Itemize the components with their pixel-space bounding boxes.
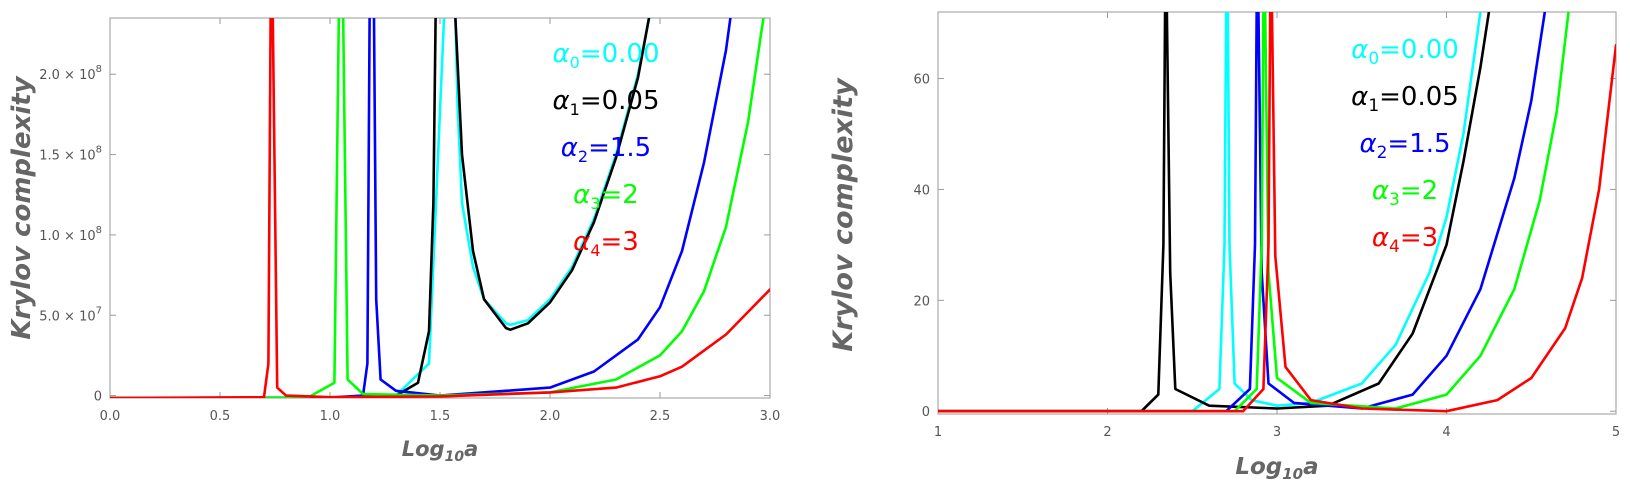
left-axis-ticks: 0.0 0.5 1.0 1.5 2.0 2.5 3.0 0 5.0 × 107 1.0 × 108… bbox=[39, 18, 780, 424]
right-x-tick-label: 2 bbox=[1103, 425, 1111, 440]
right-y-tick-label: 0 bbox=[922, 405, 930, 420]
left-series-0-line bbox=[110, 18, 651, 398]
left-legend: α0=0.00 α1=0.05 α2=1.5 α3=2 α4=3 bbox=[552, 39, 659, 260]
left-plot-frame bbox=[109, 17, 771, 399]
left-y-tick-label: 1.5 × 108 bbox=[39, 145, 102, 164]
left-x-tick-label: 0.5 bbox=[210, 409, 231, 424]
right-legend-item-1: α1=0.05 bbox=[1351, 82, 1459, 116]
right-x-tick-label: 4 bbox=[1442, 425, 1450, 440]
right-x-tick-label: 5 bbox=[1612, 425, 1620, 440]
left-legend-item-3: α3=2 bbox=[573, 180, 639, 213]
left-series-1-line bbox=[110, 18, 651, 398]
left-y-tick-label: 5.0 × 107 bbox=[39, 305, 102, 324]
left-x-tick-label: 0.0 bbox=[100, 409, 121, 424]
right-y-axis-label: Krylov complexity bbox=[828, 77, 859, 352]
right-series-1-line bbox=[938, 12, 1491, 413]
left-x-tick-label: 2.5 bbox=[650, 409, 671, 424]
left-y-tick-label: 0 bbox=[94, 390, 102, 405]
left-x-tick-label: 1.5 bbox=[430, 409, 451, 424]
right-y-tick-label: 40 bbox=[913, 183, 930, 198]
left-chart: 0.0 0.5 1.0 1.5 2.0 2.5 3.0 0 5.0 × 107 1.0 × 108… bbox=[7, 17, 780, 465]
left-y-tick-label: 1.0 × 108 bbox=[39, 225, 102, 244]
right-y-tick-label: 20 bbox=[913, 294, 930, 309]
right-axis-ticks: 1 2 3 4 5 0 20 40 60 bbox=[913, 12, 1620, 440]
left-legend-item-4: α4=3 bbox=[573, 227, 639, 260]
right-legend-item-2: α2=1.5 bbox=[1359, 129, 1450, 163]
right-legend-item-0: α0=0.00 bbox=[1351, 35, 1459, 69]
right-series-3-line bbox=[938, 12, 1570, 413]
left-x-tick-label: 3.0 bbox=[760, 409, 781, 424]
right-curves bbox=[938, 12, 1616, 413]
right-legend: α0=0.00 α1=0.05 α2=1.5 α3=2 α4=3 bbox=[1351, 35, 1459, 257]
left-x-axis-label: Log10a bbox=[402, 437, 479, 465]
right-series-2-line bbox=[938, 12, 1547, 413]
left-y-tick-label: 2.0 × 108 bbox=[39, 64, 102, 83]
right-legend-item-3: α3=2 bbox=[1372, 176, 1438, 210]
left-series-2-line bbox=[110, 18, 732, 398]
right-x-tick-label: 3 bbox=[1273, 425, 1281, 440]
left-legend-item-0: α0=0.00 bbox=[552, 39, 659, 72]
right-x-tick-label: 1 bbox=[934, 425, 942, 440]
left-series-4-line bbox=[110, 18, 770, 398]
right-chart: 1 2 3 4 5 0 20 40 60 Log10a Krylov complexity α0… bbox=[828, 11, 1620, 483]
right-plot-frame bbox=[937, 11, 1617, 415]
right-series-4-line bbox=[938, 12, 1616, 413]
left-y-axis-label: Krylov complexity bbox=[7, 75, 37, 339]
left-legend-item-1: α1=0.05 bbox=[552, 86, 659, 119]
left-x-tick-label: 2.0 bbox=[540, 409, 561, 424]
left-x-tick-label: 1.0 bbox=[320, 409, 341, 424]
right-x-axis-label: Log10a bbox=[1235, 454, 1318, 483]
right-legend-item-4: α4=3 bbox=[1372, 223, 1438, 257]
left-legend-item-2: α2=1.5 bbox=[561, 133, 651, 166]
right-y-tick-label: 60 bbox=[913, 73, 930, 88]
left-curves bbox=[110, 18, 770, 398]
